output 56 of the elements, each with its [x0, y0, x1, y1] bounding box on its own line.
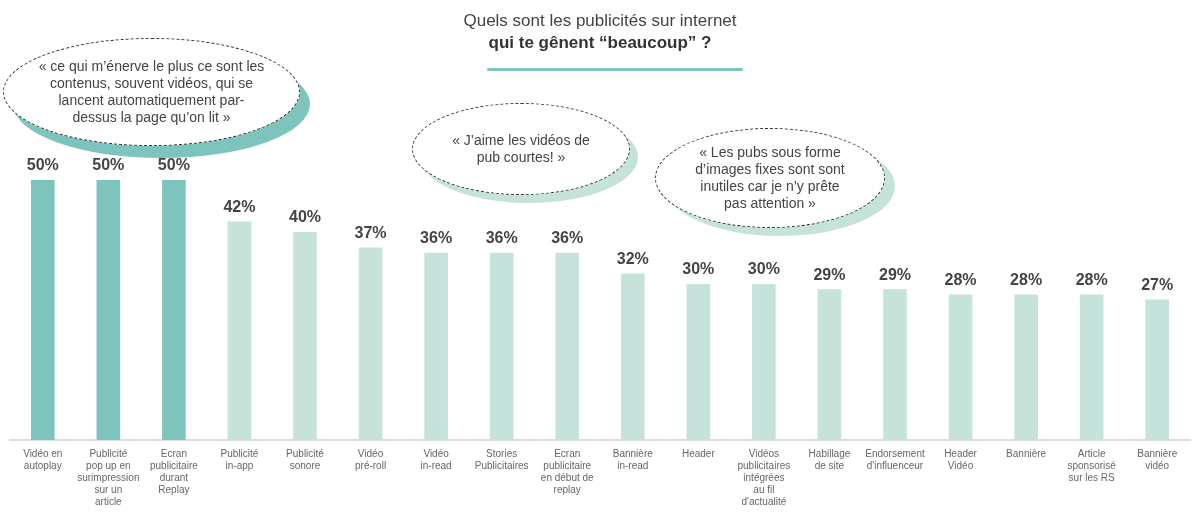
x-tick-label: Publicité pop up en surimpression sur un article: [77, 447, 140, 507]
x-tick-label: Publicité sonore: [286, 447, 325, 471]
bar: [686, 284, 711, 440]
data-label: 42%: [223, 198, 256, 216]
bar: [227, 221, 252, 440]
x-tick-label: Header: [681, 447, 716, 459]
data-label: 36%: [551, 229, 584, 247]
bar: [817, 289, 842, 440]
data-label: 28%: [1010, 270, 1043, 288]
bar: [424, 252, 448, 440]
bar: [883, 289, 907, 440]
chart-title: Quels sont les publicités sur internet: [462, 10, 738, 32]
x-tick-label: Habillage de site: [808, 447, 851, 471]
x-tick-label: Article sponsorisé sur les RS: [1067, 447, 1117, 483]
data-label: 50%: [92, 156, 125, 174]
x-tick-label: Bannière in-read: [612, 447, 654, 471]
bar: [96, 180, 121, 440]
x-tick-label: Bannière vidéo: [1137, 447, 1178, 471]
bar: [1145, 299, 1170, 440]
bar: [620, 273, 645, 440]
bar: [358, 247, 383, 440]
data-label: 29%: [813, 265, 846, 283]
data-label: 40%: [288, 208, 322, 226]
x-tick-label: Endorsement d'influenceur: [865, 447, 925, 471]
data-label: 36%: [485, 229, 518, 247]
bar: [948, 294, 973, 440]
bar: [293, 232, 317, 440]
bar: [1014, 294, 1038, 440]
chart-subtitle: qui te gênent “beaucoup” ?: [488, 33, 712, 52]
data-label: 36%: [420, 229, 453, 247]
x-tick-label: Vidéo in-read: [420, 447, 452, 471]
bar: [752, 284, 776, 440]
data-label: 29%: [878, 265, 912, 283]
data-label: 50%: [26, 156, 59, 174]
x-tick-label: Vidéo en autoplay: [23, 447, 63, 471]
data-label: 32%: [616, 250, 649, 268]
x-tick-label: Publicité in-app: [220, 447, 259, 471]
bar: [162, 180, 186, 440]
data-label: 50%: [157, 156, 190, 174]
data-label: 30%: [682, 260, 715, 278]
x-tick-label: Vidéos publicitaires intégrées au fil d'actualité: [737, 447, 791, 507]
x-tick-label: Header Vidéo: [944, 447, 978, 471]
bar: [30, 180, 55, 440]
data-label: 37%: [354, 224, 387, 242]
data-label: 30%: [747, 260, 780, 278]
x-tick-label: Vidéo pré-roll: [354, 447, 387, 471]
data-label: 28%: [944, 270, 977, 288]
x-tick-label: Stories Publicitaires: [474, 447, 529, 471]
bar: [555, 252, 580, 440]
x-tick-label: Bannière: [1006, 447, 1047, 459]
bar: [1079, 294, 1104, 440]
data-label: 28%: [1075, 270, 1108, 288]
bar: [489, 252, 514, 440]
x-tick-label: Ecran publicitaire en début de replay: [540, 447, 595, 495]
x-tick-label: Ecran publicitaire durant Replay: [149, 447, 199, 495]
data-label: 27%: [1141, 276, 1174, 294]
